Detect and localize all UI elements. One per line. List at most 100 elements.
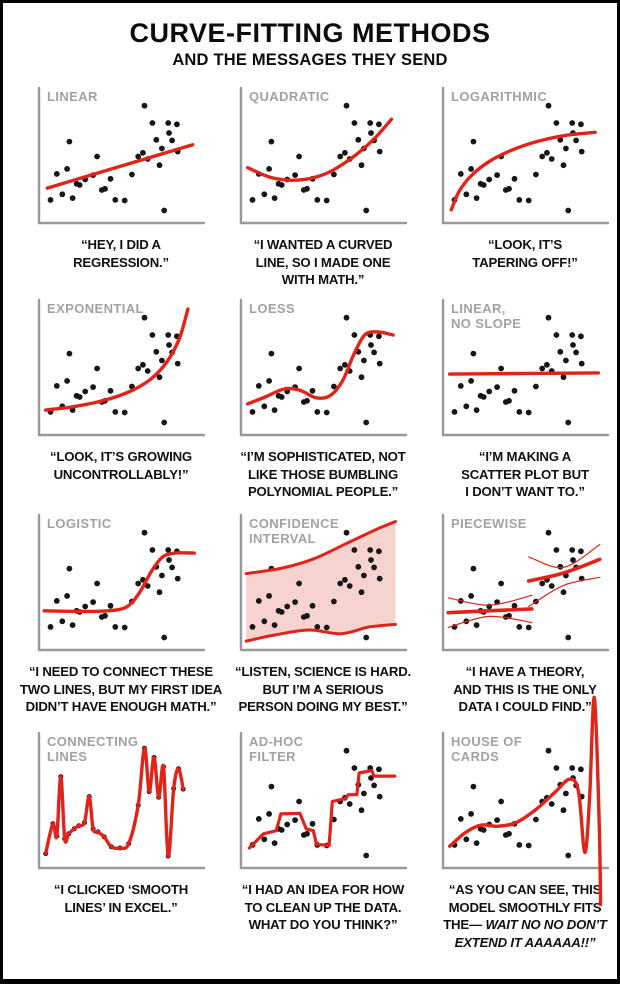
scatter-point <box>140 149 146 156</box>
axes <box>239 86 408 225</box>
plot-title: PIECEWISE <box>451 516 527 531</box>
scatter-point <box>470 350 477 357</box>
scatter-point <box>278 609 285 615</box>
scatter-point <box>361 357 367 364</box>
scatter-point <box>266 166 272 172</box>
scatter-point <box>498 798 504 805</box>
scatter-point <box>331 598 337 605</box>
scatter-point <box>511 175 518 182</box>
plot-title: AD-HOC FILTER <box>249 734 304 764</box>
scatter-point <box>94 153 100 160</box>
scatter-point <box>165 120 172 126</box>
scatter-point <box>573 137 579 144</box>
scatter-point <box>64 378 70 384</box>
plot-logistic: LOGISTIC <box>7 512 209 656</box>
scatter-point <box>149 120 156 126</box>
scatter-point <box>331 171 337 178</box>
scatter-point <box>346 583 353 589</box>
scatter-point <box>66 565 73 572</box>
scatter-point <box>363 207 370 214</box>
scatter-point <box>457 383 464 389</box>
caption-text-italic: WAIT NO NO DON’T EXTEND IT AAAAAA!!” <box>454 917 607 951</box>
band-edge-curve <box>244 622 397 643</box>
scatter-point <box>343 102 350 109</box>
scatter-point <box>548 801 555 807</box>
fit-curve <box>246 330 395 406</box>
scatter-point <box>468 593 474 599</box>
scatter-point <box>342 149 348 156</box>
scatter-point <box>161 419 168 426</box>
scatter-point <box>156 589 163 596</box>
scatter-point <box>451 409 458 415</box>
fit-curve <box>44 307 190 412</box>
scatter-point <box>149 547 156 553</box>
scatter-point <box>268 138 275 145</box>
scatter-point <box>141 529 148 536</box>
scatter-point <box>47 197 54 203</box>
scatter-point <box>271 622 278 628</box>
scatter-point <box>363 852 370 859</box>
scatter-point <box>166 342 172 348</box>
caption-text: “LOOK, IT’S GROWING UNCONTROLLABLY!” <box>50 449 192 482</box>
scatter-point <box>506 397 512 404</box>
panel-caption: “I HAVE A THEORY, AND THIS IS THE ONLY D… <box>421 663 617 716</box>
scatter-point <box>560 162 567 169</box>
panel-caption: “LOOK, IT’S GROWING UNCONTROLLABLY!” <box>17 448 225 483</box>
fit-curve <box>44 746 185 858</box>
fit-curve <box>526 557 602 583</box>
plot-title: LOGARITHMIC <box>451 89 548 104</box>
scatter-point <box>368 775 374 781</box>
scatter-point <box>129 383 135 390</box>
scatter-point <box>342 576 348 583</box>
axes <box>37 731 206 870</box>
panel-caption: “I CLICKED ‘SMOOTH LINES’ IN EXCEL.” <box>17 881 225 916</box>
scatter-point <box>121 624 128 631</box>
scatter-point <box>358 162 365 169</box>
plot-quadratic: QUADRATIC <box>209 85 411 229</box>
panel-grid: LINEAR “HEY, I DID A REGRESSION.” QUADRATI… <box>3 85 617 975</box>
scatter-point <box>284 821 291 828</box>
panel-quadratic: QUADRATIC “I WANTED A CURVED LINE, SO I M… <box>209 85 411 297</box>
scatter-point <box>323 197 330 204</box>
scatter-point <box>278 182 285 188</box>
scatter-point <box>304 612 310 619</box>
scatter-point <box>135 580 142 587</box>
scatter-point <box>539 365 546 372</box>
scatter-point <box>470 783 477 790</box>
scatter-point <box>525 624 532 631</box>
plot-title: LOESS <box>249 301 296 316</box>
fit-curve <box>446 607 534 615</box>
caption-text: “LISTEN, SCIENCE IS HARD. BUT I’M A SERI… <box>235 664 411 715</box>
scatter-point <box>249 197 256 203</box>
scatter-point <box>545 314 552 321</box>
scatter-point <box>337 580 344 587</box>
panel-caption: “LISTEN, SCIENCE IS HARD. BUT I’M A SERI… <box>219 663 427 716</box>
plot-title: LINEAR, NO SLOPE <box>451 301 522 331</box>
plot-title: QUADRATIC <box>249 89 330 104</box>
fit-curve <box>448 371 600 376</box>
scatter-point <box>560 807 567 814</box>
plot-canvas <box>37 731 206 870</box>
plot-loess: LOESS <box>209 297 411 441</box>
fit-curve <box>528 576 601 608</box>
scatter-point <box>121 197 128 204</box>
scatter-point <box>337 153 344 160</box>
scatter-point <box>545 529 552 536</box>
plot-connecting-lines: CONNECTING LINES <box>7 730 209 874</box>
plot-canvas <box>239 513 408 652</box>
plot-canvas <box>37 513 206 652</box>
plot-canvas <box>37 86 206 225</box>
scatter-point <box>141 314 148 321</box>
scatter-point <box>545 102 552 109</box>
scatter-point <box>525 197 532 204</box>
scatter-point <box>569 332 576 338</box>
scatter-point <box>468 378 474 384</box>
scatter-point <box>463 403 470 410</box>
scatter-point <box>278 827 285 833</box>
panel-piecewise: PIECEWISE “I HAVE A THEORY, AND THIS IS T… <box>411 512 613 730</box>
scatter-point <box>90 599 96 605</box>
scatter-point <box>153 348 160 355</box>
scatter-point <box>261 191 268 198</box>
scatter-point <box>494 384 500 390</box>
plot-canvas <box>239 298 408 437</box>
